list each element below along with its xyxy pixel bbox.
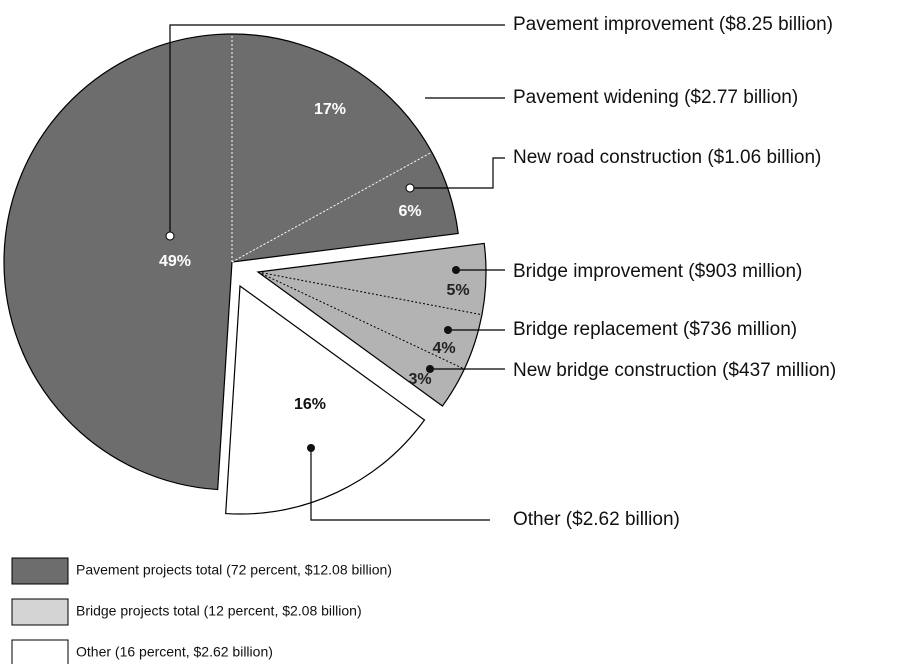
slice-label: Bridge replacement ($736 million) xyxy=(513,319,797,340)
leader-line xyxy=(169,24,505,236)
pie-slice xyxy=(232,152,459,262)
pie-slice xyxy=(258,272,465,407)
legend-swatch xyxy=(11,639,69,667)
pie-slice xyxy=(225,286,425,514)
leader-dot xyxy=(165,231,175,241)
leader-line xyxy=(310,448,490,521)
slice-label: Pavement improvement ($8.25 billion) xyxy=(513,14,833,35)
pie-slice xyxy=(4,34,232,490)
leader-line xyxy=(410,157,505,189)
slice-label: Bridge improvement ($903 million) xyxy=(513,261,802,282)
pie-slice xyxy=(232,34,432,262)
percent-label: 49% xyxy=(159,253,191,270)
percent-label: 16% xyxy=(294,396,326,413)
leader-dot xyxy=(426,365,434,373)
legend-label: Pavement projects total (72 percent, $12… xyxy=(76,562,392,578)
percent-label: 5% xyxy=(446,282,469,299)
leader-dot xyxy=(307,444,315,452)
slice-label: Pavement widening ($2.77 billion) xyxy=(513,87,798,108)
legend-label: Bridge projects total (12 percent, $2.08… xyxy=(76,603,362,619)
leader-dot xyxy=(444,326,452,334)
legend-label: Other (16 percent, $2.62 billion) xyxy=(76,644,273,660)
group-outline xyxy=(225,284,426,515)
slice-separator xyxy=(231,151,433,263)
slice-separator xyxy=(257,271,465,370)
percent-label: 6% xyxy=(398,203,421,220)
percent-label: 3% xyxy=(408,371,431,388)
percent-label: 17% xyxy=(314,101,346,118)
legend-swatch xyxy=(11,557,69,585)
slice-label: Other ($2.62 billion) xyxy=(513,509,680,530)
legend-swatch xyxy=(11,598,69,626)
slice-label: New road construction ($1.06 billion) xyxy=(513,147,821,168)
slice-label: New bridge construction ($437 million) xyxy=(513,360,836,381)
group-outline xyxy=(3,33,459,491)
group-outline xyxy=(256,242,487,407)
pie-slice xyxy=(258,243,486,315)
percent-label: 4% xyxy=(432,340,455,357)
leader-dot xyxy=(405,183,415,193)
leader-dot xyxy=(452,266,460,274)
pie-slice xyxy=(258,272,482,370)
slice-separator xyxy=(257,271,483,316)
